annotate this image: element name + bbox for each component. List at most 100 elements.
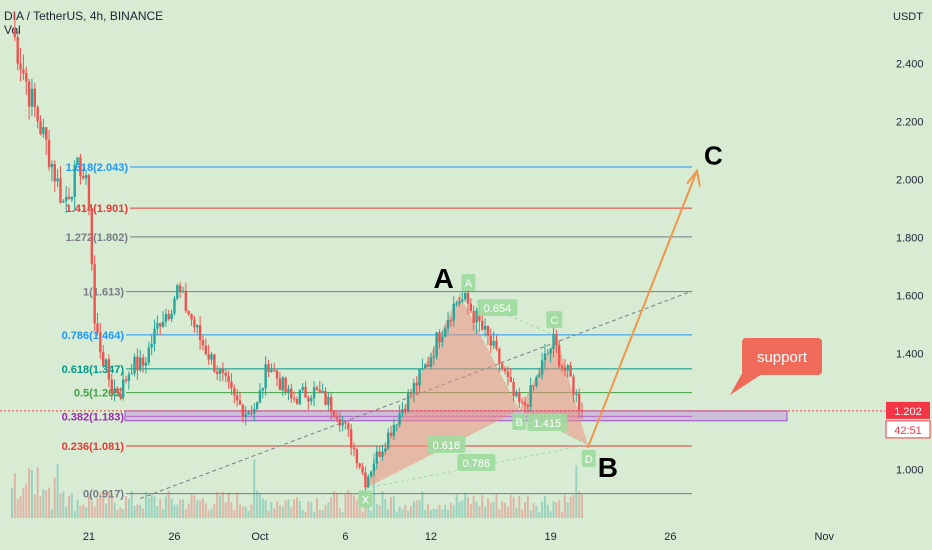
volume-bar [398, 506, 401, 518]
candle-body [572, 376, 575, 395]
candle-body [76, 157, 79, 165]
candle-body [45, 127, 48, 140]
volume-bar [469, 504, 472, 518]
volume-bar [355, 499, 358, 518]
candle-body [127, 374, 131, 381]
annotation-c: C [704, 141, 723, 171]
volume-bar [467, 497, 469, 518]
candle-body [139, 357, 142, 371]
volume-bar [247, 510, 250, 518]
fib-level-label: 1.414(1.901) [66, 203, 129, 215]
candle-body [36, 106, 39, 122]
candle-body [555, 333, 558, 346]
price-tick-label: 2.200 [896, 116, 924, 128]
volume-bar [301, 509, 304, 518]
candle-body [59, 178, 62, 203]
volume-bar [296, 497, 298, 518]
volume-bar [239, 504, 241, 518]
volume-bar [410, 506, 412, 518]
pattern-point-x-text: X [362, 494, 370, 506]
volume-bar [99, 492, 102, 518]
volume-bar [105, 503, 108, 518]
candle-body [13, 28, 17, 38]
pattern-point-x: X [358, 490, 373, 508]
volume-bar [395, 511, 398, 518]
volume-bar [48, 487, 51, 518]
volume-bar [173, 504, 176, 518]
candle-body [224, 372, 227, 376]
candle-body [321, 391, 324, 393]
volume-bar [22, 488, 25, 518]
volume-bar [549, 511, 552, 518]
candle-body [201, 340, 205, 346]
ratio-label-ac-text: 0.654 [484, 303, 512, 315]
price-axis-unit: USDT [893, 11, 923, 23]
candle-body [216, 371, 219, 374]
volume-bar [552, 501, 555, 518]
price-tick-label: 2.400 [896, 58, 924, 70]
candle-body [233, 388, 236, 396]
candle-body [62, 200, 65, 203]
volume-bar [455, 494, 458, 518]
candle-body [509, 377, 512, 383]
candle-body [176, 285, 179, 299]
candle-body [446, 320, 450, 329]
candle-body [412, 383, 416, 394]
candle-body [358, 463, 361, 467]
candle-body [104, 359, 108, 366]
volume-bar [524, 502, 526, 518]
volume-bar [59, 493, 62, 518]
candle-body [310, 398, 313, 402]
volume-indicator-label[interactable]: Vol [4, 23, 21, 37]
candle-body [267, 364, 270, 372]
volume-bar [122, 509, 125, 518]
candle-body [538, 374, 541, 377]
candle-body [489, 335, 492, 346]
volume-bar [572, 495, 575, 518]
volume-bar [19, 496, 22, 518]
volume-bar [276, 501, 279, 518]
candle-body [492, 341, 495, 346]
volume-bar [535, 505, 538, 518]
volume-bar [307, 501, 310, 518]
candle-body [173, 298, 176, 314]
time-axis-panel [0, 518, 885, 550]
volume-bar [90, 501, 93, 518]
candle-body [512, 382, 515, 397]
symbol-title[interactable]: DIA / TetherUS, 4h, BINANCE [4, 9, 164, 23]
candle-body [543, 353, 547, 361]
volume-bar [13, 473, 16, 518]
volume-bar [335, 492, 338, 518]
volume-bar [558, 499, 561, 518]
candle-body [181, 290, 185, 293]
candle-body [147, 347, 150, 363]
candle-body [361, 466, 364, 473]
candle-body [73, 164, 76, 197]
volume-bar [204, 503, 207, 518]
volume-bar [333, 490, 336, 518]
candle-body [261, 388, 264, 391]
volume-bar [293, 499, 296, 518]
volume-bar [221, 491, 224, 518]
candle-body [332, 411, 336, 417]
volume-bar [258, 494, 261, 518]
time-tick-label: 6 [342, 531, 348, 543]
ratio-label-xb-text: 0.618 [433, 440, 461, 452]
candle-body [178, 285, 182, 293]
candle-body [335, 416, 339, 419]
volume-bar [187, 503, 190, 518]
candle-body [352, 447, 356, 450]
candle-body [290, 388, 293, 399]
candle-body [426, 364, 430, 367]
volume-bar [110, 494, 113, 518]
volume-bar [447, 509, 450, 518]
volume-bar [350, 493, 353, 518]
candle-body [372, 463, 376, 472]
volume-bar [170, 498, 173, 518]
volume-bar [213, 503, 216, 518]
candle-body [486, 325, 490, 336]
candle-body [469, 303, 473, 312]
candle-body [406, 393, 410, 412]
volume-bar [569, 496, 572, 518]
